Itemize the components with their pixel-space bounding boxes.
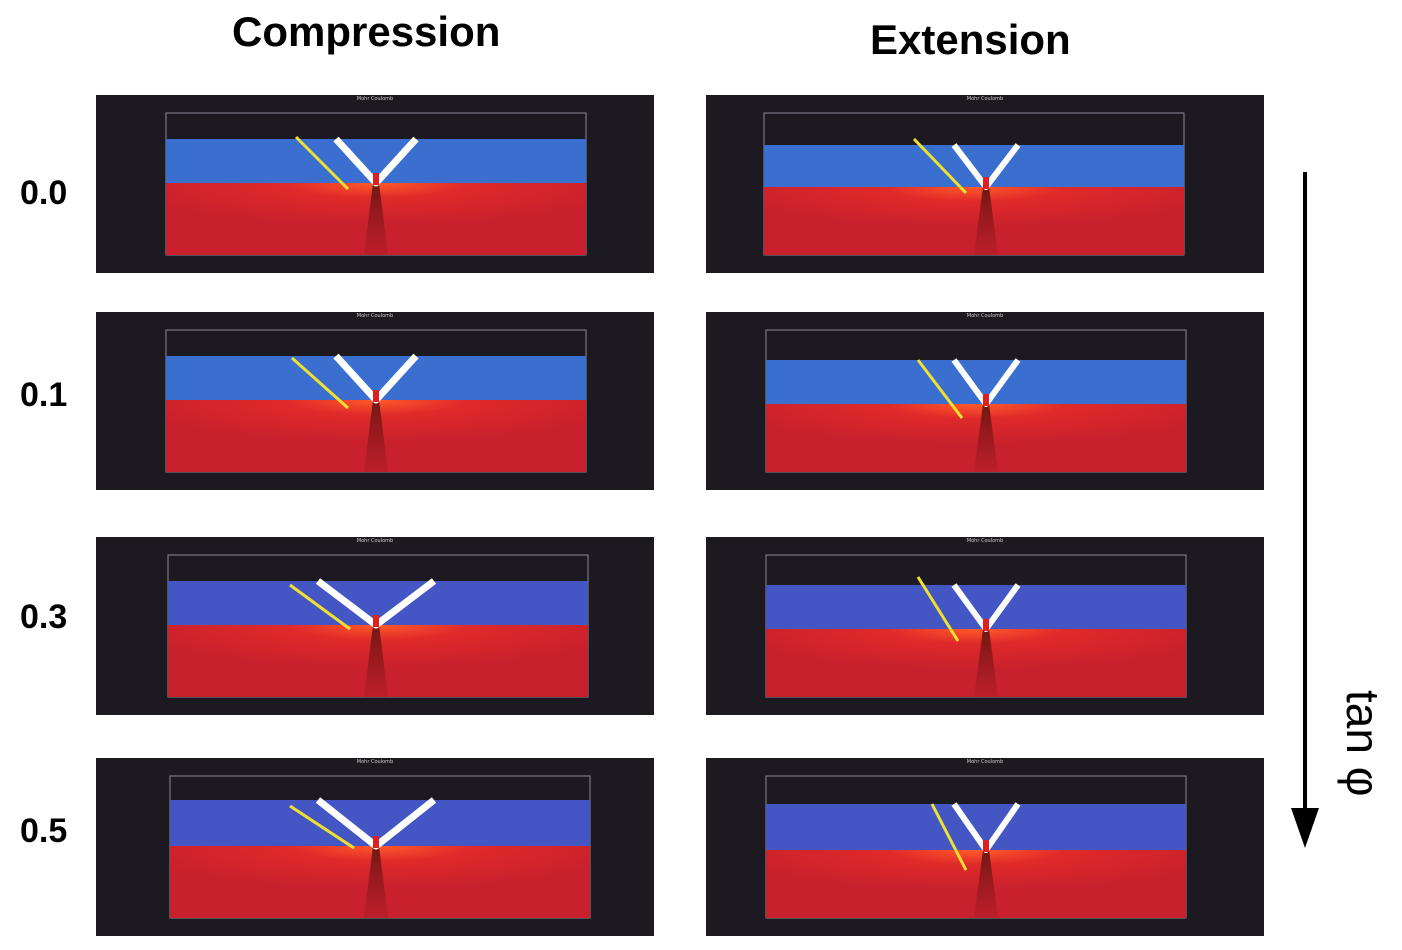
upper-layer — [766, 585, 1186, 629]
simulation-panel-extension-1: Mohr Coulomb — [706, 312, 1264, 490]
reference-angle-line — [916, 576, 960, 642]
seed-weakness — [983, 177, 989, 189]
row-label-3: 0.5 — [20, 812, 68, 850]
panel-caption: Mohr Coulomb — [357, 538, 393, 544]
reference-angle-line — [912, 137, 968, 195]
panel-caption: Mohr Coulomb — [967, 759, 1003, 765]
arrow-label: tan φ — [1337, 690, 1389, 797]
panel-caption: Mohr Coulomb — [967, 538, 1003, 544]
upper-layer — [170, 800, 590, 846]
reference-angle-line — [291, 356, 349, 410]
column-title-compression: Compression — [232, 8, 501, 55]
upper-layer — [766, 804, 1186, 850]
simulation-panel-extension-0: Mohr Coulomb — [706, 95, 1264, 273]
stress-fan — [364, 400, 388, 472]
reference-angle-line — [916, 359, 964, 419]
stress-fan — [364, 625, 388, 697]
stress-fan — [364, 183, 388, 255]
stress-fan — [974, 404, 998, 472]
reference-angle-line — [289, 583, 351, 631]
reference-angle-line — [289, 804, 355, 850]
seed-weakness — [373, 836, 379, 848]
row-label-2: 0.3 — [20, 598, 68, 636]
simulation-panel-compression-0: Mohr Coulomb — [96, 95, 654, 273]
seed-weakness — [373, 615, 379, 627]
reference-angle-line — [294, 135, 350, 191]
tan-phi-arrow — [1291, 172, 1319, 848]
seed-weakness — [983, 394, 989, 406]
panel-caption: Mohr Coulomb — [357, 759, 393, 765]
stress-fan — [974, 187, 998, 255]
row-label-1: 0.1 — [20, 376, 68, 414]
simulation-panel-extension-3: Mohr Coulomb — [706, 758, 1264, 936]
upper-layer — [764, 145, 1184, 187]
seed-weakness — [373, 390, 379, 402]
column-title-extension: Extension — [870, 16, 1071, 63]
panel-caption: Mohr Coulomb — [357, 96, 393, 102]
panel-caption: Mohr Coulomb — [967, 96, 1003, 102]
stress-fan — [974, 629, 998, 697]
panel-caption: Mohr Coulomb — [357, 313, 393, 319]
stress-fan — [364, 846, 388, 918]
panel-caption: Mohr Coulomb — [967, 313, 1003, 319]
seed-weakness — [373, 173, 379, 185]
upper-layer — [766, 360, 1186, 404]
simulation-panel-extension-2: Mohr Coulomb — [706, 537, 1264, 715]
simulation-panel-compression-1: Mohr Coulomb — [96, 312, 654, 490]
lower-layer — [764, 187, 1184, 255]
seed-weakness — [983, 840, 989, 852]
seed-weakness — [983, 619, 989, 631]
simulation-panel-compression-3: Mohr Coulomb — [96, 758, 654, 936]
reference-angle-line — [930, 803, 968, 871]
simulation-panel-compression-2: Mohr Coulomb — [96, 537, 654, 715]
stress-fan — [974, 850, 998, 918]
row-label-0: 0.0 — [20, 174, 68, 212]
